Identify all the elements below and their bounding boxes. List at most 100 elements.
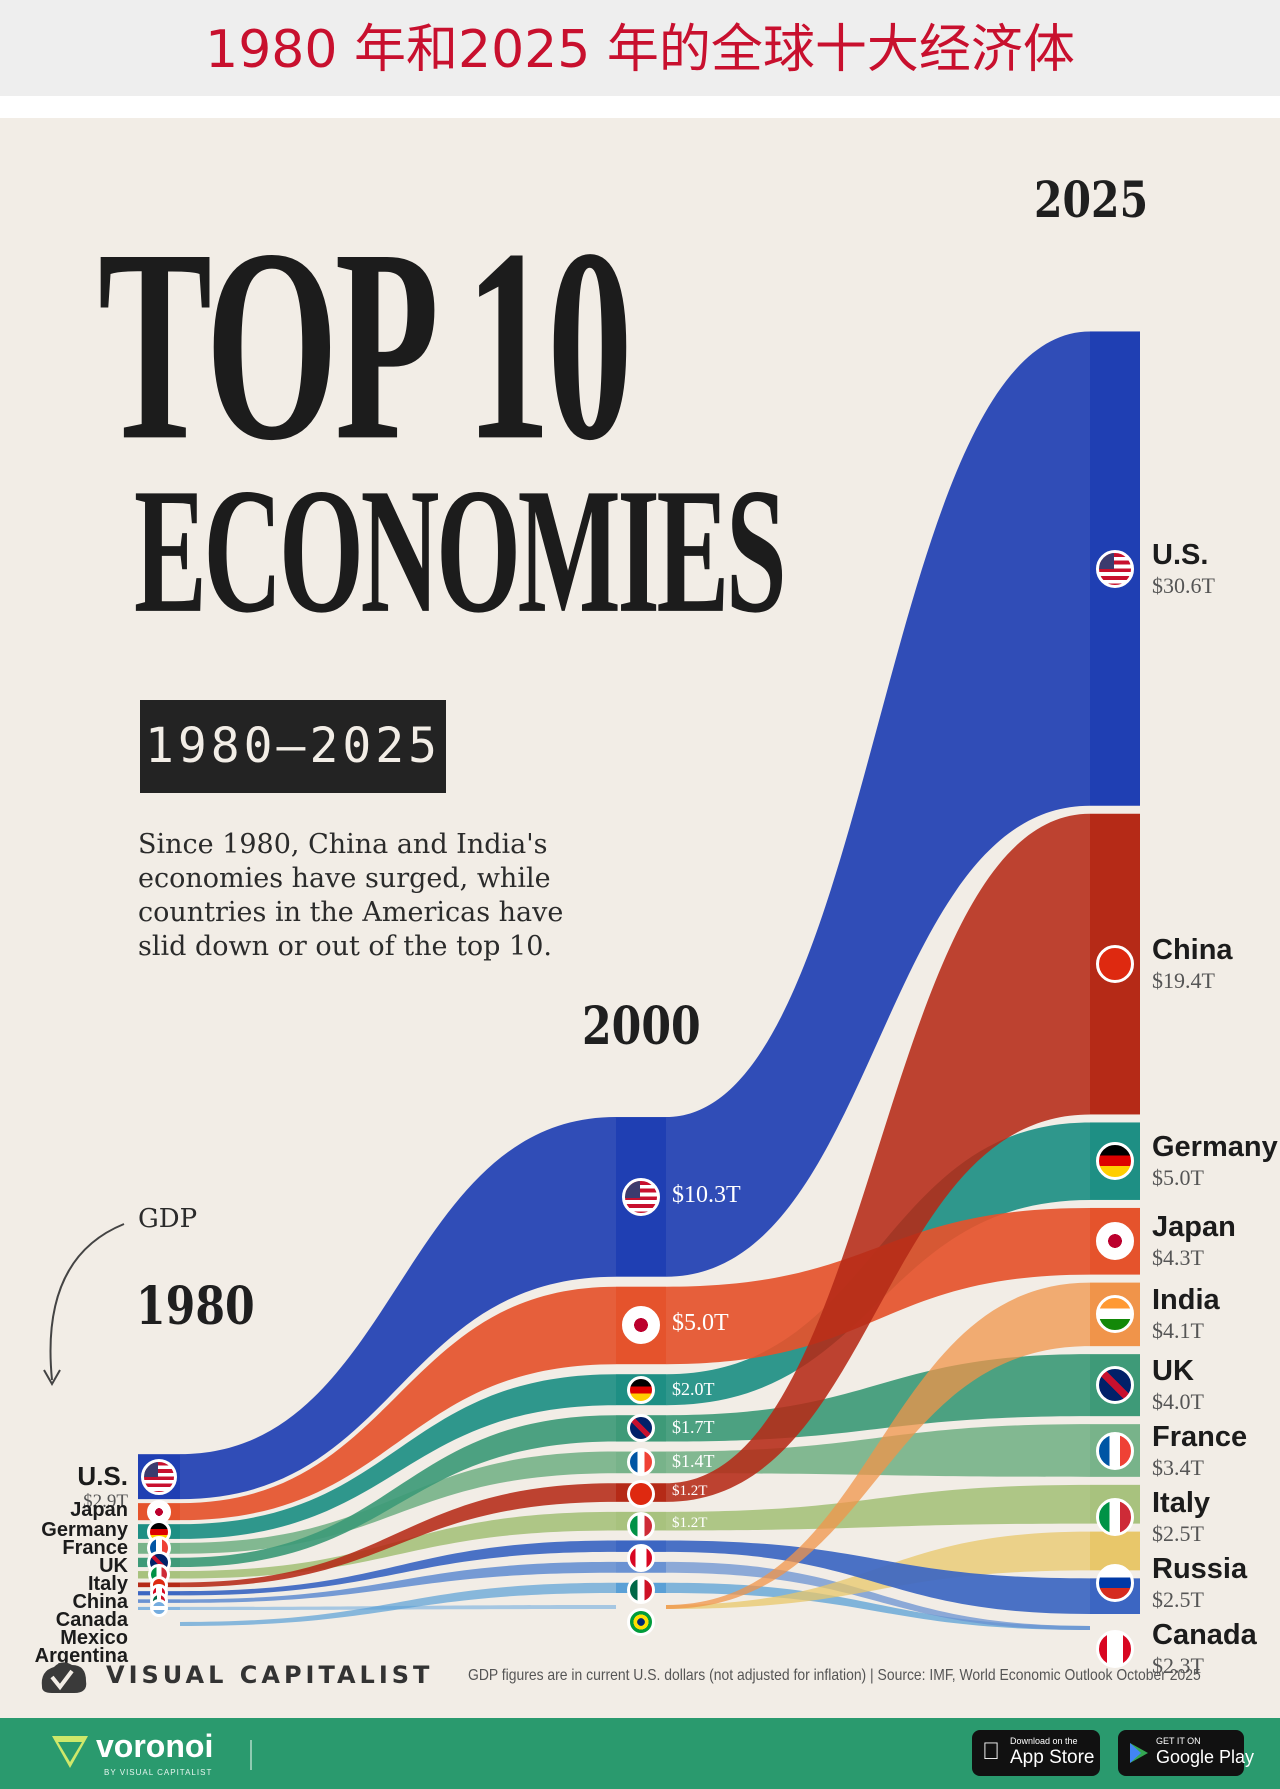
- bottom-bar: voronoi BY VISUAL CAPITALIST  Download …: [0, 1718, 1280, 1789]
- flag-russia-icon: [1096, 1564, 1134, 1603]
- flow-brazil-1980-2000: [180, 1582, 616, 1626]
- app-store-small: Download on the: [1010, 1736, 1078, 1746]
- voronoi-logo-icon: [52, 1736, 88, 1768]
- visual-capitalist-logo-icon: [41, 1662, 87, 1693]
- apple-icon: : [982, 1738, 1000, 1766]
- flow-italy-1980-2000: [180, 1511, 616, 1579]
- label-1980-china: China: [72, 1591, 128, 1614]
- label-2025-russia: Russia: [1152, 1553, 1248, 1586]
- divider: [250, 1740, 252, 1770]
- bar-2025-russia: [1090, 1531, 1140, 1571]
- value-1980-us: $2.9T: [83, 1490, 128, 1512]
- flag-china-icon: [1096, 945, 1134, 984]
- value-2000-uk: $1.7T: [672, 1417, 715, 1438]
- value-2000-germany: $2.0T: [672, 1378, 715, 1399]
- google-play-small: GET IT ON: [1156, 1736, 1201, 1746]
- flag-brazil-icon: [627, 1608, 655, 1637]
- flag-canada-icon: [627, 1544, 655, 1573]
- google-play-button[interactable]: GET IT ON Google Play: [1118, 1730, 1254, 1776]
- value-2025-italy: $2.5T: [1152, 1521, 1204, 1547]
- play-icon: [1130, 1743, 1148, 1763]
- label-1980-uk: UK: [99, 1555, 128, 1578]
- value-2000-france: $1.4T: [672, 1451, 715, 1472]
- value-2025-us: $30.6T: [1152, 572, 1215, 598]
- flow-brazil-2000-2025: [666, 1582, 1090, 1630]
- flow-china-2000-2025: [666, 813, 1090, 1502]
- google-play-label: Google Play: [1156, 1747, 1255, 1767]
- flow-canada-2000-2025: [666, 1540, 1090, 1614]
- infographic-card: TOP 10 ECONOMIES 1980–2025 Since 1980, C…: [0, 118, 1280, 1718]
- flag-japan-icon: [622, 1306, 660, 1345]
- value-2025-russia: $2.5T: [1152, 1587, 1204, 1613]
- footer: VISUAL CAPITALIST GDP figures are in cur…: [38, 1653, 1258, 1703]
- period-label: 1980–2025: [140, 700, 446, 793]
- value-2025-germany: $5.0T: [1152, 1165, 1204, 1191]
- flag-italy-icon: [627, 1512, 655, 1541]
- flag-france-icon: [1096, 1432, 1134, 1471]
- label-2025-canada: Canada: [1152, 1619, 1257, 1652]
- flow-us-2000-2025: [666, 331, 1090, 1277]
- label-2025-japan: Japan: [1152, 1211, 1236, 1244]
- flow-uk-1980-2000: [180, 1415, 616, 1568]
- voronoi-brand-sub: BY VISUAL CAPITALIST: [104, 1768, 213, 1777]
- flag-us-icon: [141, 1458, 177, 1495]
- voronoi-brand[interactable]: voronoi: [96, 1728, 214, 1764]
- label-2025-germany: Germany: [1152, 1131, 1278, 1164]
- label-1980-france: France: [62, 1537, 128, 1560]
- value-2000-italy: $1.2T: [672, 1515, 708, 1532]
- value-2025-china: $19.4T: [1152, 968, 1215, 994]
- label-2025-us: U.S.: [1152, 538, 1209, 571]
- label-2025-uk: UK: [1152, 1355, 1194, 1388]
- flow-japan-1980-2000: [180, 1286, 616, 1521]
- title-line-2: ECONOMIES: [134, 452, 787, 651]
- label-1980-us: U.S.: [77, 1460, 128, 1491]
- value-2025-canada: $2.3T: [1152, 1653, 1204, 1679]
- value-2000-us: $10.3T: [672, 1181, 741, 1208]
- footer-brand: VISUAL CAPITALIST: [106, 1661, 434, 1689]
- label-2025-france: France: [1152, 1421, 1248, 1454]
- label-2025-italy: Italy: [1152, 1487, 1211, 1520]
- flow-india-2000-2025: [666, 1282, 1090, 1609]
- flow-us-1980-2000: [180, 1117, 616, 1500]
- subtitle: Since 1980, China and India's economies …: [138, 829, 564, 962]
- year-label-2025: 2025: [1034, 170, 1149, 229]
- label-1980-italy: Italy: [87, 1573, 128, 1596]
- flag-germany-icon: [627, 1375, 655, 1404]
- value-2000-china: $1.2T: [672, 1483, 708, 1500]
- app-store-label: App Store: [1010, 1747, 1095, 1768]
- flag-china-icon: [627, 1480, 655, 1509]
- label-1980-argentina: Argentina: [34, 1645, 128, 1668]
- gdp-arrow-head: [43, 1369, 61, 1387]
- flow-germany-1980-2000: [180, 1374, 616, 1539]
- flag-argentina-icon: [150, 1599, 168, 1618]
- flag-us-icon: [1096, 549, 1134, 588]
- flag-mexico-icon: [627, 1576, 655, 1605]
- flag-us-canton: [625, 1180, 641, 1198]
- flow-canada-1980-2000: [180, 1540, 616, 1596]
- flag-us-canton: [1099, 552, 1115, 570]
- flag-japan-icon: [1096, 1222, 1134, 1261]
- flow-mexico-1980-2000: [180, 1561, 616, 1603]
- label-1980-mexico: Mexico: [60, 1627, 128, 1650]
- gdp-arrow: [49, 1223, 125, 1381]
- flag-france-icon: [627, 1448, 655, 1477]
- flag-india-icon: [1096, 1295, 1134, 1334]
- label-1980-germany: Germany: [41, 1519, 128, 1542]
- flow-italy-2000-2025: [666, 1484, 1090, 1531]
- value-2025-uk: $4.0T: [1152, 1389, 1204, 1415]
- banner-title: 1980 年和2025 年的全球十大经济体: [0, 0, 1280, 96]
- flag-us-icon: [622, 1177, 660, 1216]
- flow-china-1980-2000: [180, 1483, 616, 1588]
- flag-us-canton: [144, 1461, 159, 1478]
- app-store-button[interactable]:  Download on the App Store: [972, 1730, 1100, 1776]
- value-2025-japan: $4.3T: [1152, 1245, 1204, 1271]
- label-1980-canada: Canada: [55, 1609, 128, 1632]
- year-label-2000: 2000: [582, 996, 701, 1057]
- label-2025-india: India: [1152, 1284, 1220, 1317]
- label-2025-china: China: [1152, 934, 1233, 967]
- flag-uk-icon: [1096, 1366, 1134, 1405]
- footer-source: GDP figures are in current U.S. dollars …: [468, 1667, 1201, 1684]
- flag-germany-icon: [1096, 1142, 1134, 1181]
- value-2000-japan: $5.0T: [672, 1310, 729, 1337]
- gdp-annotation: GDP: [138, 1204, 198, 1234]
